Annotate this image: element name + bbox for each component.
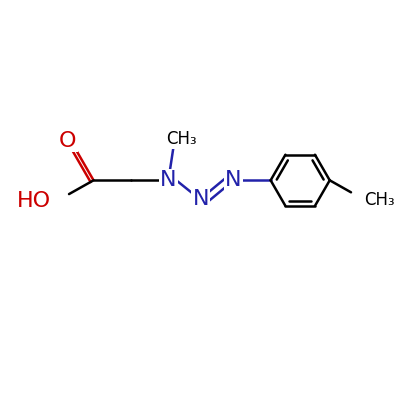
Text: N: N	[225, 170, 242, 190]
Text: N: N	[160, 170, 177, 190]
Text: HO: HO	[17, 191, 51, 211]
Text: O: O	[59, 131, 77, 151]
Text: CH₃: CH₃	[166, 130, 196, 148]
Text: N: N	[192, 189, 209, 209]
Text: CH₃: CH₃	[364, 191, 394, 209]
